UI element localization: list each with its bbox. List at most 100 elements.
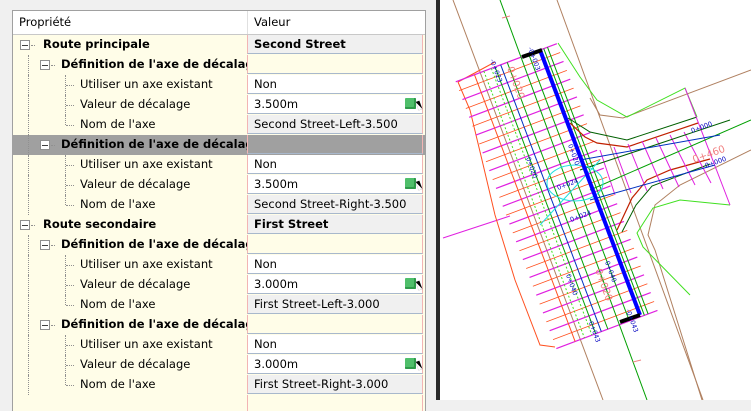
tree-line <box>66 165 74 166</box>
value-text: Second Street-Left-3.500 <box>254 117 398 131</box>
property-row[interactable]: Utiliser un axe existant Non <box>13 75 425 95</box>
property-label: Utiliser un axe existant <box>80 77 213 91</box>
collapse-toggle-icon[interactable] <box>40 240 50 250</box>
property-value <box>247 135 423 154</box>
property-label: Nom de l'axe <box>80 377 156 391</box>
road-edge-line <box>452 0 604 401</box>
property-value: First Street-Left-3.000 <box>247 295 423 314</box>
collapse-toggle-icon[interactable] <box>40 140 50 150</box>
definition-row[interactable]: Définition de l'axe de décalage ... <box>13 235 425 255</box>
property-label: Définition de l'axe de décalage ... <box>61 317 279 331</box>
property-label: Valeur de décalage <box>80 97 191 111</box>
road-edge-curve <box>647 149 751 401</box>
tree-line <box>28 135 29 155</box>
side-road-boundary <box>636 199 731 296</box>
value-text: Non <box>254 257 277 271</box>
property-row[interactable]: Nom de l'axe First Street-Right-3.000 <box>13 375 425 395</box>
property-value: Second Street <box>247 35 423 54</box>
property-row[interactable]: Nom de l'axe First Street-Left-3.000 <box>13 295 425 315</box>
baseline-line <box>506 62 609 330</box>
baseline-line <box>483 71 585 339</box>
tree-line <box>65 335 66 355</box>
value-text: Non <box>254 337 277 351</box>
property-row[interactable]: Valeur de décalage 3.500m <box>13 95 425 115</box>
value-text: 3.000m <box>254 277 299 291</box>
alignment-end-bar <box>619 313 641 324</box>
tick-mark <box>632 359 642 363</box>
property-row[interactable]: Nom de l'axe Second Street-Left-3.500 <box>13 115 425 135</box>
property-row[interactable]: Valeur de décalage 3.000m <box>13 355 425 375</box>
definition-row[interactable]: Définition de l'axe de décalage ... <box>13 55 425 75</box>
tree-line <box>66 365 74 366</box>
baseline-line <box>547 46 649 315</box>
baseline-line <box>543 48 645 316</box>
curb-return-curve <box>616 158 711 231</box>
tree-line <box>66 265 74 266</box>
side-road-boundary <box>684 87 731 206</box>
property-value[interactable]: 3.000m <box>247 275 423 294</box>
tree-line <box>28 55 29 75</box>
group-row[interactable]: Route secondaire First Street <box>13 215 425 235</box>
tree-line <box>66 305 74 306</box>
magenta-line <box>442 215 511 239</box>
property-row[interactable]: Utiliser un axe existant Non <box>13 335 425 355</box>
station-label: -0+023 <box>488 58 504 84</box>
value-text: 3.500m <box>254 97 299 111</box>
property-label: Utiliser un axe existant <box>80 157 213 171</box>
property-label: Valeur de décalage <box>80 177 191 191</box>
pick-from-drawing-icon[interactable] <box>405 278 416 289</box>
property-value[interactable]: Non <box>247 155 423 174</box>
definition-row[interactable]: Définition de l'axe de décalage ... <box>13 135 425 155</box>
property-label: Utiliser un axe existant <box>80 257 213 271</box>
column-header-value[interactable]: Valeur <box>254 15 291 29</box>
curb-return-curve <box>569 122 699 148</box>
baseline-line <box>474 74 576 342</box>
tree-line <box>51 325 55 326</box>
pick-from-drawing-icon[interactable] <box>405 178 416 189</box>
collapse-toggle-icon[interactable] <box>40 320 50 330</box>
orange-edge <box>457 81 556 348</box>
corridor-drawing: -0+003-0+0230+0200+0200+0400+0400+0000+0… <box>442 0 751 401</box>
collapse-toggle-icon[interactable] <box>20 220 30 230</box>
side-road-boundary <box>557 42 698 118</box>
property-row[interactable]: Valeur de décalage 3.500m <box>13 175 425 195</box>
property-value[interactable]: 3.500m <box>247 95 423 114</box>
property-value[interactable]: Non <box>247 255 423 274</box>
partial-row <box>13 395 425 411</box>
pick-from-drawing-icon[interactable] <box>405 98 416 109</box>
tree-line <box>28 295 29 315</box>
property-value[interactable]: Non <box>247 335 423 354</box>
property-value[interactable]: 3.500m <box>247 175 423 194</box>
property-row[interactable]: Valeur de décalage 3.000m <box>13 275 425 295</box>
tree-line <box>28 155 29 175</box>
property-label: Valeur de décalage <box>80 357 191 371</box>
collapse-toggle-icon[interactable] <box>20 40 30 50</box>
tree-line <box>66 185 74 186</box>
collapse-toggle-icon[interactable] <box>40 60 50 70</box>
side-road-section <box>627 143 648 192</box>
baseline-line <box>494 66 597 334</box>
tree-line <box>28 195 29 215</box>
station-label: 0+020 <box>566 143 581 166</box>
property-value[interactable]: 3.000m <box>247 355 423 374</box>
road-edge-line <box>556 0 704 401</box>
station-label: 0+040 <box>564 273 579 296</box>
pick-from-drawing-icon[interactable] <box>405 358 416 369</box>
value-text: Non <box>254 157 277 171</box>
station-label: 0+024 <box>569 209 592 224</box>
cyan-line <box>539 159 601 226</box>
property-value <box>247 55 423 74</box>
property-row[interactable]: Utiliser un axe existant Non <box>13 155 425 175</box>
definition-row[interactable]: Définition de l'axe de décalage ... <box>13 315 425 335</box>
property-value: Second Street-Right-3.500 <box>247 195 423 214</box>
property-row[interactable]: Utiliser un axe existant Non <box>13 255 425 275</box>
tree-line <box>28 335 29 355</box>
drawing-viewport[interactable]: -0+003 -0+023 0+020 0+020 0+040 0+040 0+000 0+0… <box>440 0 751 401</box>
property-value[interactable]: Non <box>247 75 423 94</box>
pane-splitter[interactable] <box>436 0 440 400</box>
column-header-property[interactable]: Propriété <box>19 15 72 29</box>
tick-mark <box>501 15 511 19</box>
group-row[interactable]: Route principale Second Street <box>13 35 425 55</box>
column-divider[interactable] <box>247 11 248 34</box>
property-row[interactable]: Nom de l'axe Second Street-Right-3.500 <box>13 195 425 215</box>
